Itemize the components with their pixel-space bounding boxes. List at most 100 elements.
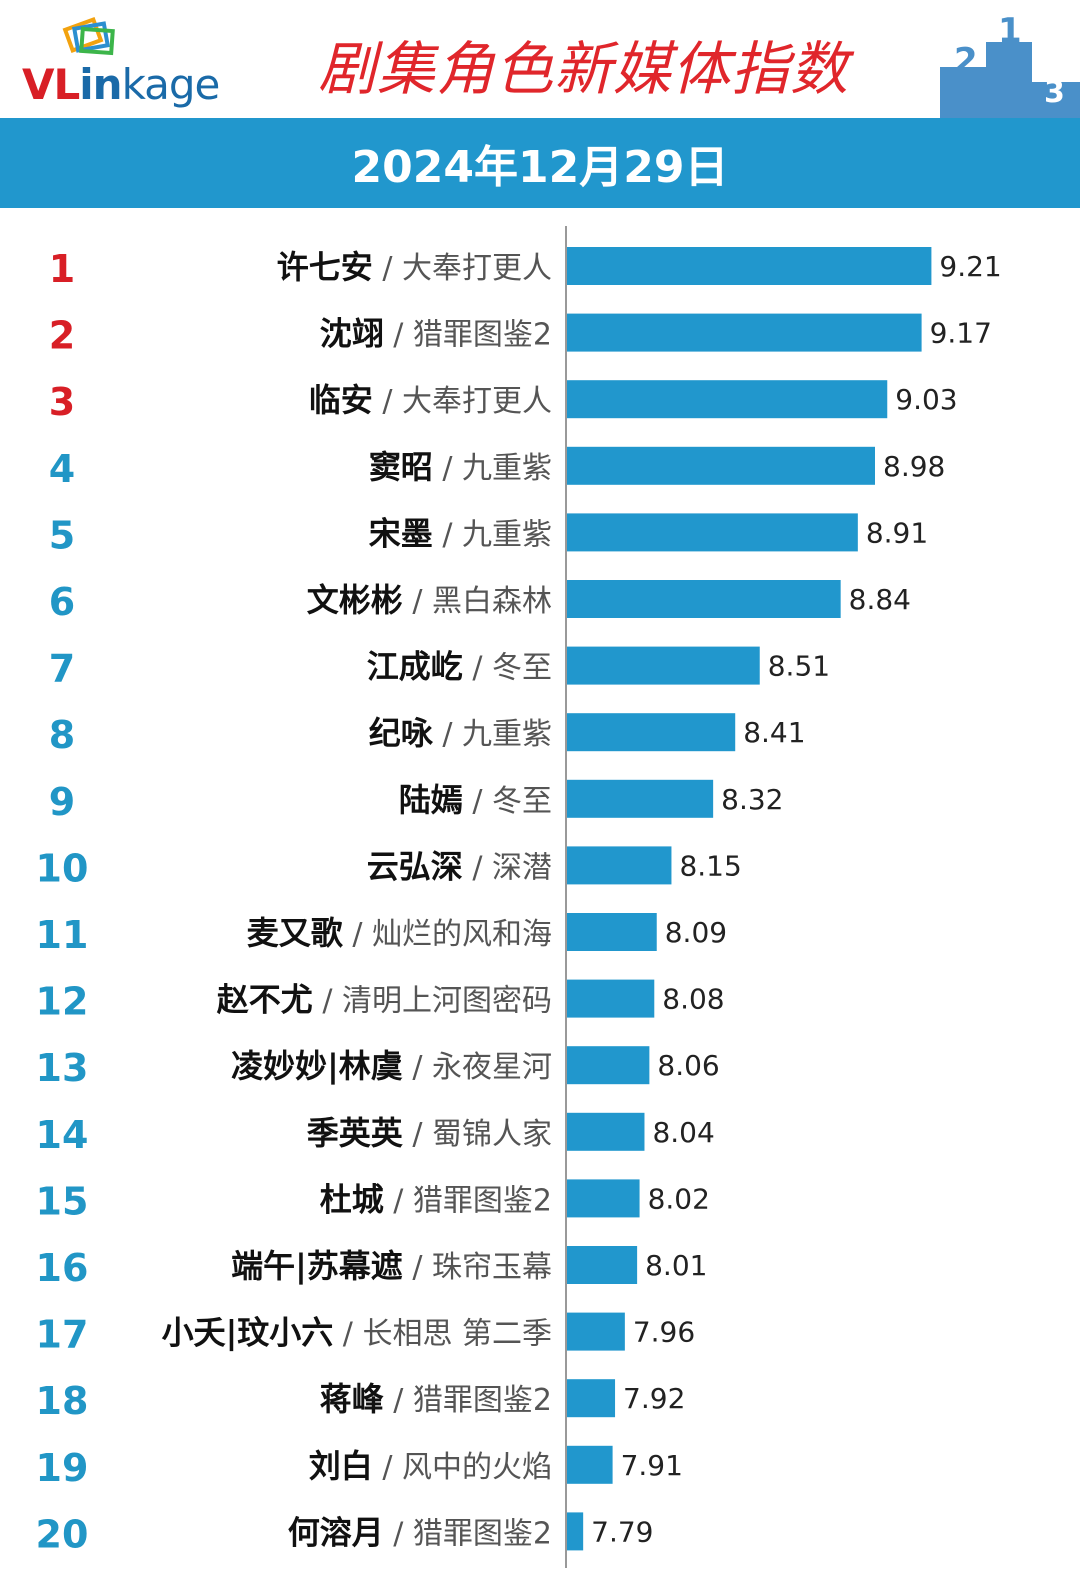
category-label: 宋墨 / 九重紫 — [369, 514, 552, 552]
value-label: 7.92 — [623, 1382, 685, 1415]
value-label: 8.01 — [645, 1249, 707, 1282]
character-name: 端午|苏幕遮 — [231, 1247, 403, 1286]
category-label: 季英英 / 蜀锦人家 — [307, 1114, 552, 1152]
label-separator: / — [403, 1050, 432, 1085]
show-name: 猎罪图鉴2 — [413, 318, 552, 353]
bar — [567, 1512, 584, 1551]
category-label: 小夭|玟小六 / 长相思 第二季 — [162, 1314, 552, 1353]
podium-block-1 — [986, 42, 1032, 118]
show-name: 九重紫 — [462, 451, 552, 486]
category-label: 凌妙妙|林虞 / 永夜星河 — [231, 1047, 552, 1086]
category-label: 蒋峰 / 猎罪图鉴2 — [320, 1380, 552, 1418]
character-name: 何溶月 — [288, 1513, 384, 1551]
bar — [567, 846, 672, 885]
value-label: 8.02 — [648, 1182, 710, 1215]
character-name: 小夭|玟小六 — [162, 1314, 334, 1353]
bar — [567, 313, 922, 352]
rank-label: 1 — [49, 247, 75, 291]
show-name: 九重紫 — [462, 717, 552, 752]
category-label: 窦昭 / 九重紫 — [369, 448, 552, 486]
rank-label: 5 — [49, 513, 75, 557]
character-name: 麦又歌 — [247, 914, 344, 952]
show-name: 大奉打更人 — [402, 251, 552, 286]
logo-text: VLinkage — [22, 64, 220, 106]
ranking-chart-svg: 1 许七安 / 大奉打更人 9.21 2 沈翊 / 猎罪图鉴2 9.17 3 临安 / 大奉打… — [36, 226, 1002, 1568]
character-name: 赵不尤 — [217, 981, 313, 1019]
value-label: 8.09 — [665, 916, 727, 949]
label-separator: / — [373, 384, 402, 419]
rank-label: 13 — [36, 1046, 89, 1090]
bar — [567, 713, 736, 752]
rank-label: 12 — [36, 980, 89, 1024]
show-name: 猎罪图鉴2 — [413, 1383, 552, 1418]
rank-label: 14 — [36, 1113, 89, 1157]
label-separator: / — [343, 917, 372, 952]
logo-cards-icon — [62, 16, 115, 56]
show-name: 珠帘玉幕 — [432, 1250, 552, 1285]
vlinkage-logo: VLinkage — [10, 14, 240, 106]
show-name: 冬至 — [492, 784, 552, 819]
show-name: 黑白森林 — [432, 584, 552, 619]
character-name: 临安 — [309, 381, 373, 419]
podium-block-2 — [940, 67, 986, 118]
bar — [567, 979, 655, 1018]
category-label: 江成屹 / 冬至 — [367, 648, 552, 686]
category-label: 端午|苏幕遮 / 珠帘玉幕 — [231, 1247, 552, 1286]
character-name: 云弘深 — [367, 847, 463, 885]
rank-label: 2 — [49, 314, 75, 358]
show-name: 风中的火焰 — [402, 1450, 552, 1485]
bar — [567, 1046, 650, 1085]
header: VLinkage 剧集角色新媒体指数 2 1 3 — [0, 0, 1080, 118]
label-separator: / — [433, 717, 462, 752]
value-label: 8.08 — [662, 983, 724, 1016]
show-name: 猎罪图鉴2 — [413, 1516, 552, 1551]
label-separator: / — [463, 784, 492, 819]
value-label: 7.91 — [621, 1449, 683, 1482]
character-name: 江成屹 — [367, 648, 463, 686]
category-label: 文彬彬 / 黑白森林 — [307, 581, 552, 619]
ranking-chart: 1 许七安 / 大奉打更人 9.21 2 沈翊 / 猎罪图鉴2 9.17 3 临安 / 大奉打… — [0, 208, 1080, 1594]
category-label: 刘白 / 风中的火焰 — [309, 1447, 552, 1485]
value-label: 8.51 — [768, 650, 830, 683]
value-label: 9.21 — [939, 250, 1001, 283]
label-separator: / — [384, 1383, 413, 1418]
date-banner: 2024年12月29日 — [0, 118, 1080, 208]
show-name: 永夜星河 — [432, 1050, 552, 1085]
category-label: 杜城 / 猎罪图鉴2 — [320, 1180, 552, 1218]
bar — [567, 380, 888, 419]
rank-label: 4 — [49, 447, 75, 491]
character-name: 陆嫣 — [399, 781, 463, 819]
label-separator: / — [463, 651, 492, 686]
category-label: 纪咏 / 九重紫 — [369, 714, 552, 752]
rank-label: 16 — [36, 1246, 89, 1290]
podium-label-2: 2 — [954, 41, 978, 81]
character-name: 刘白 — [309, 1447, 373, 1485]
bar — [567, 913, 657, 951]
character-name: 蒋峰 — [320, 1380, 384, 1418]
label-separator: / — [433, 517, 462, 552]
value-label: 9.17 — [930, 317, 992, 350]
rank-label: 9 — [49, 780, 75, 824]
podium-label-3: 3 — [1044, 75, 1065, 110]
bar — [567, 1379, 616, 1418]
value-label: 8.41 — [743, 716, 805, 749]
character-name: 凌妙妙|林虞 — [231, 1047, 403, 1086]
bar — [567, 513, 858, 552]
label-separator: / — [463, 850, 492, 885]
date-text: 2024年12月29日 — [351, 142, 729, 193]
character-name: 杜城 — [320, 1180, 384, 1218]
label-separator: / — [333, 1317, 362, 1352]
label-separator: / — [384, 1516, 413, 1551]
rank-label: 6 — [49, 580, 75, 624]
rank-label: 17 — [36, 1313, 89, 1357]
value-label: 7.79 — [591, 1515, 653, 1548]
show-name: 猎罪图鉴2 — [413, 1183, 552, 1218]
character-name: 沈翊 — [320, 315, 384, 353]
label-separator: / — [384, 1183, 413, 1218]
show-name: 九重紫 — [462, 517, 552, 552]
logo-text-right: kage — [121, 60, 221, 109]
character-name: 文彬彬 — [307, 581, 403, 619]
value-label: 8.15 — [679, 849, 741, 882]
label-separator: / — [373, 1450, 402, 1485]
value-label: 7.96 — [633, 1316, 695, 1349]
